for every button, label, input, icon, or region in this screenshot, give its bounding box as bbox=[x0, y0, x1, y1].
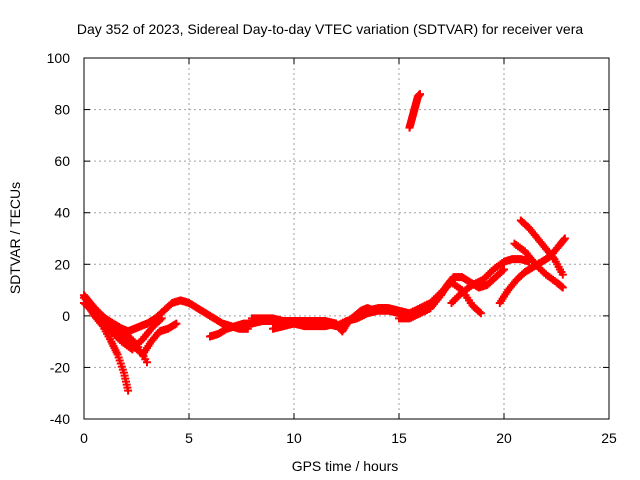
y-tick-label: 40 bbox=[54, 205, 70, 221]
x-tick-labels: 0 5 10 15 20 25 bbox=[80, 430, 617, 446]
y-tick-label: 100 bbox=[47, 50, 71, 66]
series-track-13 bbox=[516, 216, 567, 279]
y-tick-label: 20 bbox=[54, 256, 70, 272]
axis-ticks bbox=[83, 57, 610, 420]
data-point bbox=[558, 283, 567, 292]
data-point bbox=[475, 307, 484, 316]
y-tick-label: -40 bbox=[50, 411, 70, 427]
series-track-1 bbox=[80, 291, 252, 336]
x-tick-label: 25 bbox=[601, 430, 617, 446]
series-track-15 bbox=[405, 90, 424, 132]
data-point bbox=[156, 315, 165, 324]
y-tick-labels: -40 -20 0 20 40 60 80 100 bbox=[47, 50, 71, 427]
y-tick-label: -20 bbox=[50, 359, 70, 375]
x-tick-label: 0 bbox=[80, 430, 88, 446]
y-tick-label: 0 bbox=[62, 308, 70, 324]
x-axis-title: GPS time / hours bbox=[292, 458, 399, 474]
y-axis-title: SDTVAR / TECUs bbox=[7, 182, 23, 294]
x-tick-label: 5 bbox=[185, 430, 193, 446]
data-marks bbox=[80, 90, 569, 395]
grid-lines bbox=[84, 58, 609, 419]
series-track-5 bbox=[86, 304, 166, 354]
data-point bbox=[143, 358, 151, 367]
chart-title: Day 352 of 2023, Sidereal Day-to-day VTE… bbox=[77, 21, 583, 37]
data-point bbox=[157, 314, 166, 323]
x-tick-label: 15 bbox=[391, 430, 407, 446]
data-point bbox=[476, 309, 485, 318]
y-tick-label: 80 bbox=[54, 102, 70, 118]
plot-frame bbox=[83, 57, 610, 420]
data-point bbox=[124, 386, 133, 395]
data-point bbox=[560, 234, 569, 243]
data-point bbox=[558, 270, 567, 279]
x-tick-label: 20 bbox=[496, 430, 512, 446]
series-track-14 bbox=[510, 239, 567, 292]
x-tick-label: 10 bbox=[286, 430, 302, 446]
y-tick-label: 60 bbox=[54, 153, 70, 169]
data-point bbox=[172, 319, 181, 328]
data-point bbox=[498, 266, 507, 275]
data-point bbox=[416, 90, 424, 99]
data-point bbox=[559, 235, 568, 244]
data-point bbox=[500, 265, 508, 274]
